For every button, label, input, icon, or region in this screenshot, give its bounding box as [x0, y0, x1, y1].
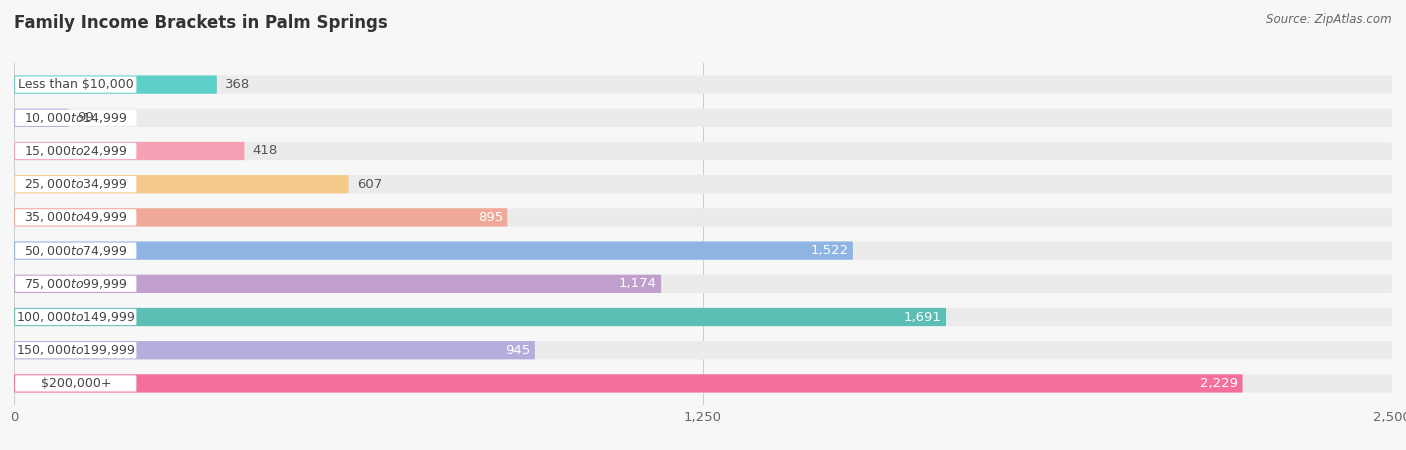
Text: 1,691: 1,691 [904, 310, 942, 324]
FancyBboxPatch shape [14, 374, 1392, 392]
FancyBboxPatch shape [15, 110, 136, 126]
Text: $10,000 to $14,999: $10,000 to $14,999 [24, 111, 128, 125]
FancyBboxPatch shape [14, 308, 1392, 326]
Text: 418: 418 [253, 144, 278, 158]
FancyBboxPatch shape [14, 242, 853, 260]
Text: 607: 607 [357, 178, 382, 191]
FancyBboxPatch shape [14, 76, 217, 94]
Text: 1,522: 1,522 [810, 244, 848, 257]
FancyBboxPatch shape [15, 375, 136, 392]
Text: 1,174: 1,174 [619, 277, 657, 290]
FancyBboxPatch shape [14, 274, 1392, 293]
FancyBboxPatch shape [15, 209, 136, 225]
FancyBboxPatch shape [15, 143, 136, 159]
FancyBboxPatch shape [14, 341, 1392, 360]
FancyBboxPatch shape [14, 341, 534, 360]
FancyBboxPatch shape [14, 175, 1392, 194]
Text: $150,000 to $199,999: $150,000 to $199,999 [15, 343, 135, 357]
Text: $100,000 to $149,999: $100,000 to $149,999 [15, 310, 135, 324]
Text: $50,000 to $74,999: $50,000 to $74,999 [24, 243, 128, 257]
FancyBboxPatch shape [15, 76, 136, 93]
FancyBboxPatch shape [14, 208, 508, 226]
FancyBboxPatch shape [14, 208, 1392, 226]
FancyBboxPatch shape [14, 308, 946, 326]
FancyBboxPatch shape [15, 309, 136, 325]
Text: $75,000 to $99,999: $75,000 to $99,999 [24, 277, 128, 291]
Text: 368: 368 [225, 78, 250, 91]
Text: $200,000+: $200,000+ [41, 377, 111, 390]
FancyBboxPatch shape [14, 142, 245, 160]
Text: 895: 895 [478, 211, 503, 224]
Text: $35,000 to $49,999: $35,000 to $49,999 [24, 211, 128, 225]
Text: Less than $10,000: Less than $10,000 [18, 78, 134, 91]
FancyBboxPatch shape [14, 242, 1392, 260]
FancyBboxPatch shape [14, 108, 1392, 127]
FancyBboxPatch shape [14, 142, 1392, 160]
Text: 2,229: 2,229 [1201, 377, 1239, 390]
FancyBboxPatch shape [14, 274, 661, 293]
Text: $25,000 to $34,999: $25,000 to $34,999 [24, 177, 128, 191]
Text: 945: 945 [505, 344, 530, 357]
FancyBboxPatch shape [14, 175, 349, 194]
Text: 99: 99 [77, 111, 94, 124]
Text: $15,000 to $24,999: $15,000 to $24,999 [24, 144, 128, 158]
Text: Source: ZipAtlas.com: Source: ZipAtlas.com [1267, 14, 1392, 27]
FancyBboxPatch shape [15, 342, 136, 358]
Text: Family Income Brackets in Palm Springs: Family Income Brackets in Palm Springs [14, 14, 388, 32]
FancyBboxPatch shape [15, 276, 136, 292]
FancyBboxPatch shape [14, 374, 1243, 392]
FancyBboxPatch shape [14, 76, 1392, 94]
FancyBboxPatch shape [15, 243, 136, 259]
FancyBboxPatch shape [15, 176, 136, 192]
FancyBboxPatch shape [14, 108, 69, 127]
